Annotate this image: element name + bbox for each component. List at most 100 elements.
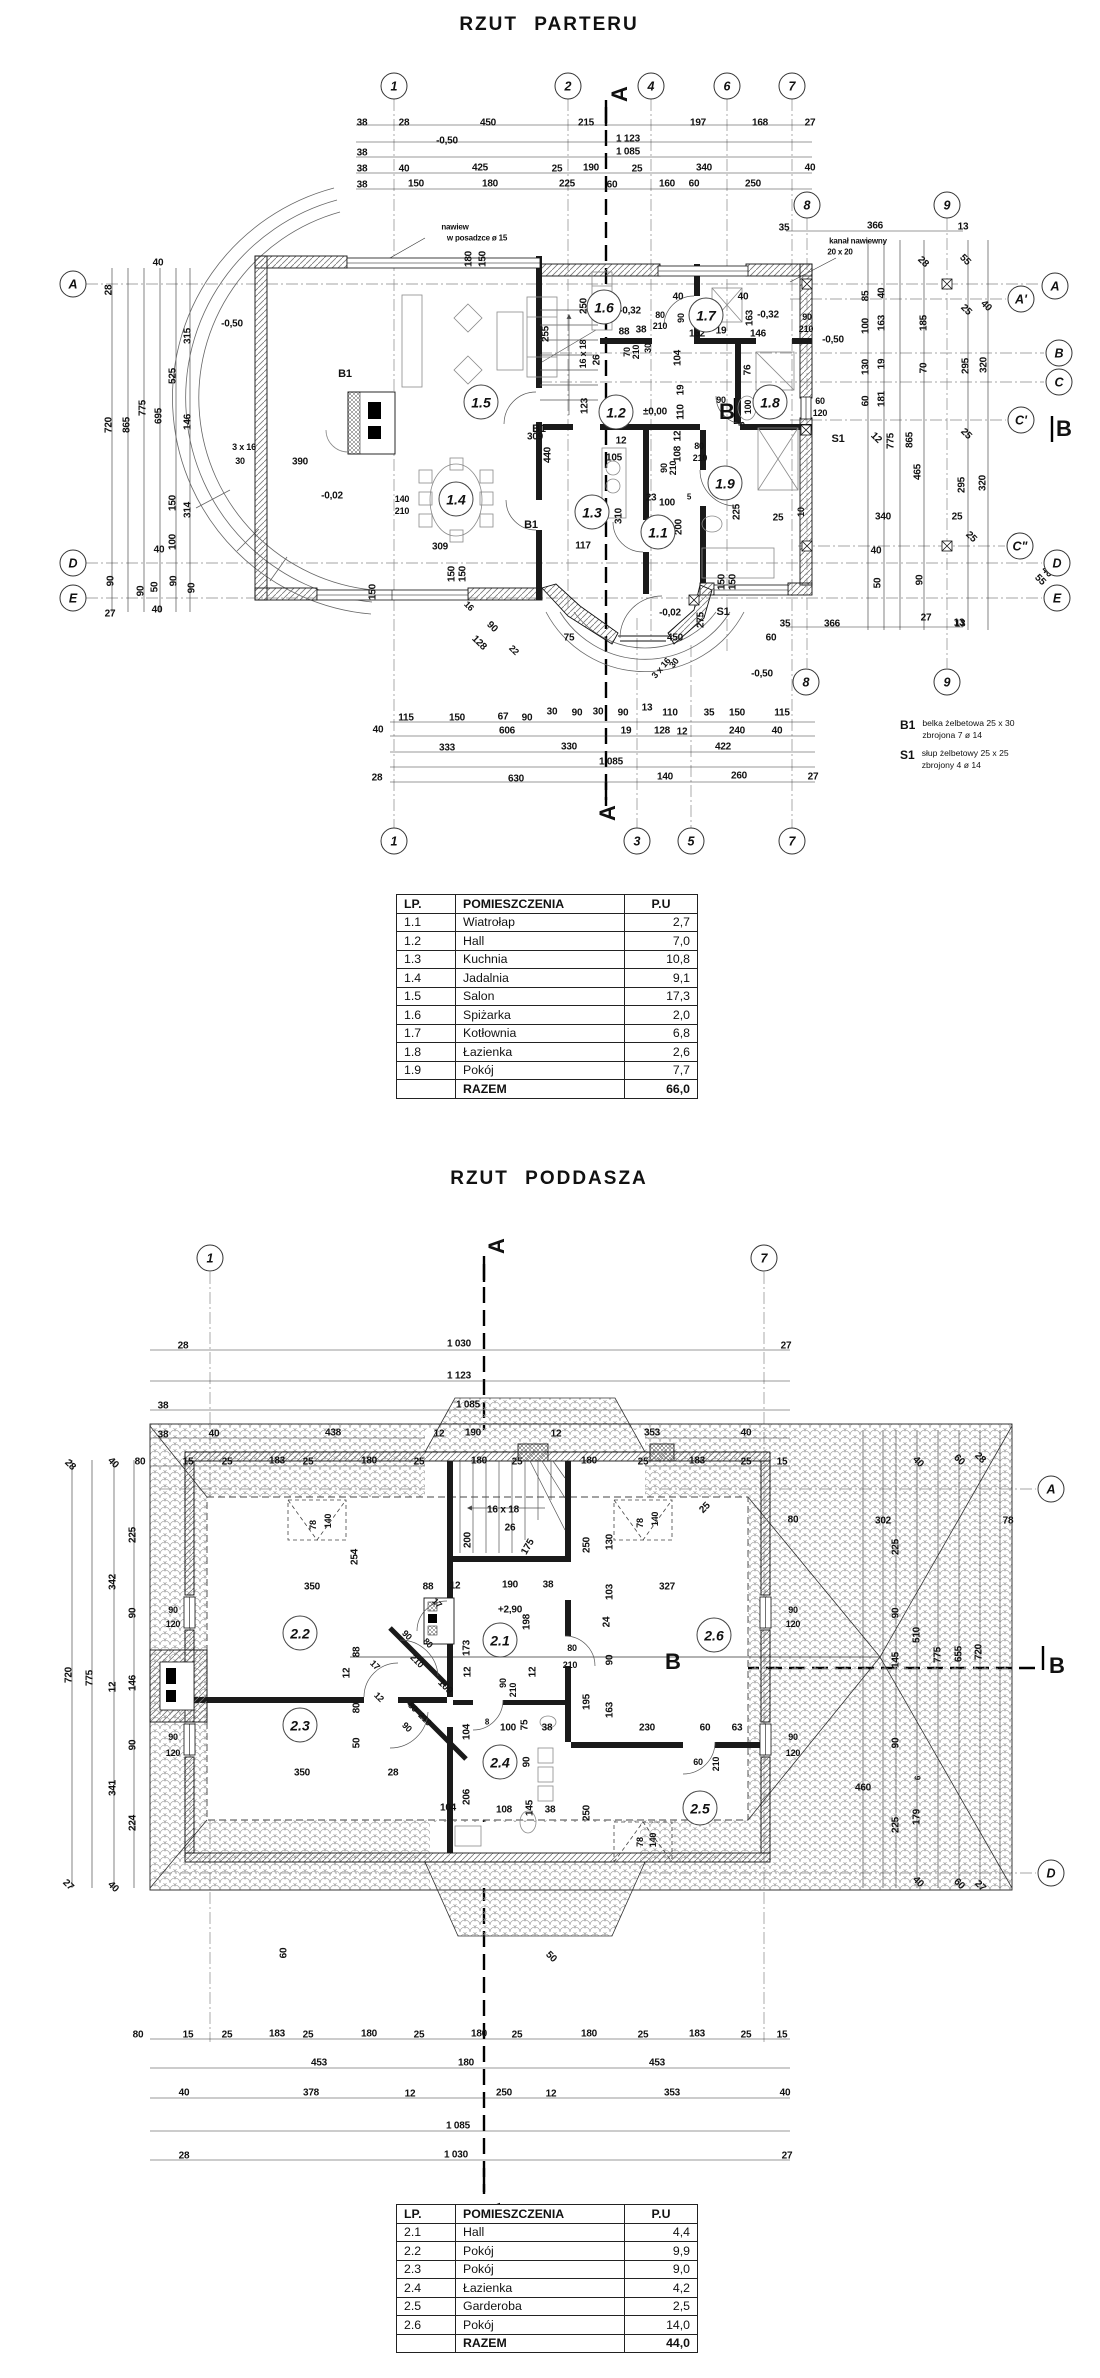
table-row: 1.1 Wiatrołap 2,7 [396, 912, 698, 932]
grid-bubble: A [1037, 1475, 1065, 1503]
plan1-exterior-walls [254, 255, 813, 645]
dim-label: 720 [973, 1643, 985, 1661]
dim-label: 140 [323, 1513, 333, 1529]
dim-label: w posadzce ø 15 [446, 233, 508, 243]
dim-label: 606 [498, 725, 516, 737]
dim-label: 378 [302, 2087, 320, 2099]
dim-label: 40 [372, 724, 384, 736]
dim-label: 27 [781, 2150, 793, 2162]
dim-label: 40 [672, 291, 684, 303]
dim-label: 60 [765, 632, 777, 644]
dim-label: 40 [208, 1428, 220, 1440]
dim-label: 38 [635, 324, 647, 336]
dim-label: 80 [132, 2029, 144, 2041]
dim-label: 38 [157, 1429, 169, 1441]
grid-bubble: 2 [554, 72, 582, 100]
dim-label: 100 [499, 1722, 517, 1734]
dim-label: 27 [104, 608, 116, 620]
dim-label: 12 [676, 726, 688, 738]
dim-label: 198 [521, 1613, 533, 1631]
table-cell: Pokój [455, 1060, 625, 1080]
dim-label: 183 [268, 1455, 286, 1467]
table-row: 1.4 Jadalnia 9,1 [396, 968, 698, 988]
dim-label: 103 [604, 1583, 616, 1601]
table-cell: 2,6 [624, 1042, 698, 1062]
dim-label: 25 [631, 163, 643, 175]
dim-label: 150 [367, 583, 379, 601]
dim-label: 40 [151, 604, 163, 616]
table-cell: Pokój [455, 2241, 625, 2261]
dim-label: 78 [635, 1837, 645, 1847]
dim-label: 327 [658, 1581, 676, 1593]
legend-code: B1 [900, 718, 916, 732]
dim-label: 525 [167, 367, 179, 385]
dim-label: 110 [675, 404, 687, 420]
dim-label: 1 030 [446, 1338, 472, 1350]
dim-label: 25 [221, 2029, 233, 2041]
dim-label: 80 [567, 1643, 577, 1653]
dim-label: 5 [737, 421, 747, 427]
table-cell: 2,0 [624, 1005, 698, 1025]
room-number: 1.7 [688, 297, 724, 333]
dim-label: 720 [63, 1666, 75, 1684]
dim-label: 90 [676, 313, 686, 323]
dim-label: 12 [341, 1667, 353, 1679]
room-number: 1.5 [463, 384, 499, 420]
dim-label: 128 [653, 725, 671, 737]
dim-label: 206 [461, 1788, 473, 1806]
table-header: LP. [396, 2204, 456, 2224]
dim-label: 38 [356, 179, 368, 191]
table-row: 2.2 Pokój 9,9 [396, 2241, 698, 2261]
table-cell: RAZEM [455, 2333, 625, 2353]
dim-label: 25 [511, 1456, 523, 1468]
dim-label: -0,32 [619, 305, 641, 317]
dim-label: 90 [521, 712, 533, 724]
dim-label: 163 [876, 314, 888, 332]
dim-label: 366 [823, 618, 841, 630]
dim-label: 315 [182, 327, 194, 345]
dim-label: -0,50 [822, 334, 844, 346]
dim-label: 27 [920, 612, 932, 624]
room-number: 2.1 [482, 1622, 518, 1658]
section-letter: B [1056, 416, 1072, 441]
room-number: 2.2 [282, 1615, 318, 1651]
dim-label: 90 [105, 575, 117, 587]
grid-bubble: A [59, 270, 87, 298]
dim-label: 1 123 [615, 133, 641, 145]
dim-label: 422 [714, 741, 732, 753]
dim-label: 162 [688, 328, 706, 340]
dim-label: 120 [785, 1619, 801, 1629]
dim-label: 76 [742, 364, 754, 376]
dim-label: 19 [620, 725, 632, 737]
dim-label: B1 [532, 423, 546, 435]
dim-label: 115 [774, 707, 790, 719]
dim-label: 353 [663, 2087, 681, 2099]
dim-label: 12 [462, 1666, 474, 1678]
dim-label: 320 [978, 356, 990, 374]
dim-label: 25 [302, 2029, 314, 2041]
section-letter: B [1049, 1653, 1065, 1678]
room-number: 2.6 [696, 1617, 732, 1653]
dim-label: 197 [689, 117, 707, 129]
dim-label: 90 [127, 1607, 139, 1619]
dim-label: 254 [349, 1548, 361, 1566]
dim-label: 146 [127, 1674, 139, 1692]
dim-label: 309 [526, 431, 544, 443]
dim-label: 340 [695, 162, 713, 174]
dim-label: 25 [221, 1456, 233, 1468]
grid-bubble: 5 [677, 827, 705, 855]
dim-label: 90 [604, 1654, 616, 1666]
dim-label: S1 [831, 433, 845, 445]
section-letter: B [719, 399, 735, 424]
table-cell: 7,0 [624, 931, 698, 951]
legend-text: belka żelbetowa 25 x 30 zbrojona 7 ø 14 [922, 718, 1015, 740]
table-cell: 2.4 [396, 2278, 456, 2298]
dim-label: 695 [153, 407, 165, 425]
section-letter: A [607, 86, 632, 102]
dim-label: 163 [744, 309, 756, 327]
dim-label: 35 [778, 222, 790, 234]
table-cell: 4,2 [624, 2278, 698, 2298]
dim-label: 104 [461, 1723, 473, 1741]
dim-label: 150 [457, 565, 469, 583]
